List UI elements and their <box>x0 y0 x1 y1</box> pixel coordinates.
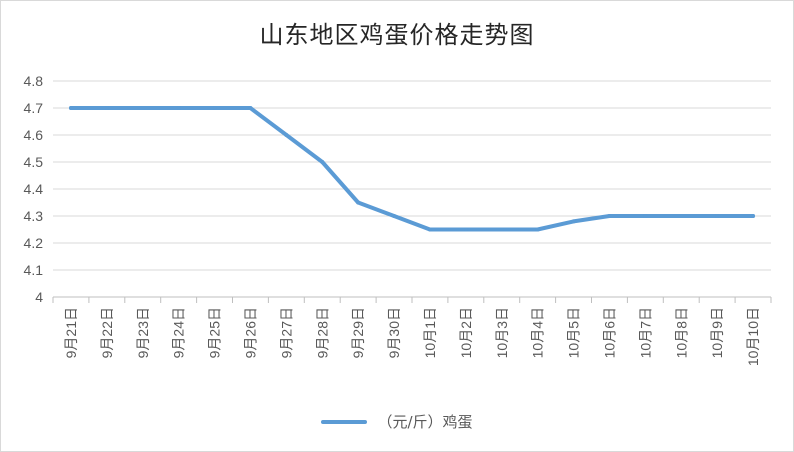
data-point <box>499 227 504 232</box>
x-tick-label: 9月26日 <box>242 307 258 358</box>
data-point <box>320 160 325 164</box>
legend-swatch <box>321 419 368 424</box>
x-tick-label: 10月2日 <box>458 307 474 358</box>
chart-title: 山东地区鸡蛋价格走势图 <box>259 21 535 49</box>
x-tick-label: 9月29日 <box>350 307 366 358</box>
x-tick-label: 10月6日 <box>601 307 617 358</box>
x-tick-label: 9月28日 <box>314 307 330 358</box>
x-tick-label: 10月9日 <box>709 307 725 358</box>
series-layer <box>68 106 756 232</box>
data-point <box>643 214 648 218</box>
data-point <box>284 133 289 137</box>
x-tick-label: 9月25日 <box>207 307 223 358</box>
gridlines <box>53 80 771 271</box>
series-line <box>69 106 755 232</box>
data-point <box>463 227 468 232</box>
y-tick-label: 4.6 <box>24 127 44 143</box>
x-tick-label: 10月5日 <box>566 307 582 358</box>
x-tick-label: 10月3日 <box>494 307 510 358</box>
x-tick-label: 9月24日 <box>171 307 187 358</box>
data-point <box>715 214 720 218</box>
y-tick-label: 4.3 <box>24 208 44 224</box>
x-tick-label: 9月30日 <box>386 307 402 358</box>
y-tick-label: 4.4 <box>24 181 44 197</box>
data-point <box>68 106 73 110</box>
x-tick-label: 9月21日 <box>63 307 79 358</box>
x-tick-label: 10月7日 <box>637 307 653 358</box>
data-point <box>427 227 432 232</box>
y-tick-label: 4.7 <box>24 100 44 116</box>
x-tick-label: 10月4日 <box>530 307 546 358</box>
data-point <box>392 214 397 218</box>
legend: （元/斤）鸡蛋 <box>1 411 793 432</box>
x-tick-label: 9月23日 <box>135 307 151 358</box>
legend-label: （元/斤）鸡蛋 <box>377 413 473 431</box>
y-axis: 4 4.1 4.2 4.3 4.4 4.5 4.6 4.7 4.8 <box>24 73 44 305</box>
data-point <box>248 106 253 110</box>
x-tick-label: 10月10日 <box>745 307 761 366</box>
data-point <box>212 106 217 110</box>
data-point <box>356 200 361 205</box>
x-axis: 9月21日 9月22日 9月23日 9月24日 9月25日 9月26日 9月27日 9月28日… <box>52 296 772 366</box>
x-tick-label: 9月27日 <box>278 307 294 358</box>
y-tick-label: 4.1 <box>24 262 44 278</box>
data-point <box>679 214 684 218</box>
data-point <box>535 227 540 232</box>
y-tick-label: 4.8 <box>24 73 44 89</box>
y-tick-label: 4.5 <box>24 154 44 170</box>
y-tick-label: 4.2 <box>24 235 44 251</box>
data-point <box>140 106 145 110</box>
data-point <box>751 214 756 218</box>
x-tick-label: 10月1日 <box>422 307 438 358</box>
data-point <box>176 106 181 110</box>
data-point <box>104 106 109 110</box>
data-point <box>571 219 576 224</box>
y-tick-label: 4 <box>35 289 43 305</box>
x-tick-label: 10月8日 <box>673 307 689 358</box>
x-tick-label: 9月22日 <box>99 307 115 358</box>
data-point <box>607 214 612 218</box>
